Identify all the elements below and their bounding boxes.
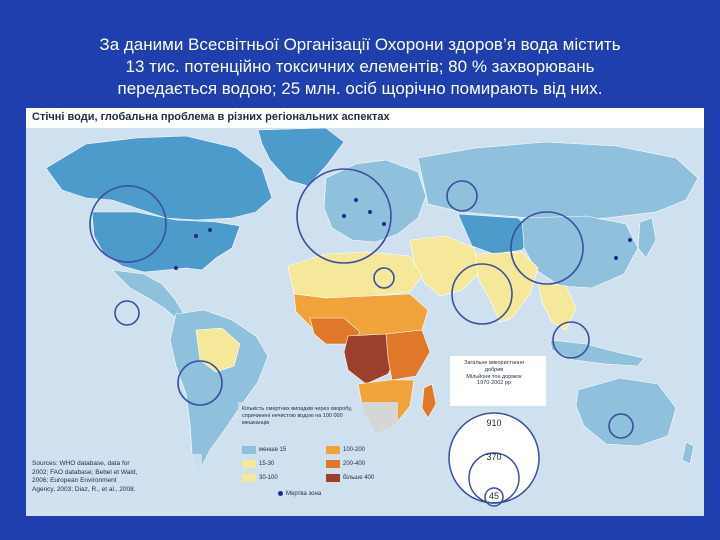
caption-line-1: За даними Всесвітньої Організації Охорон… xyxy=(99,35,621,54)
land-australia xyxy=(575,377,677,447)
legend-item: менше 15 xyxy=(242,446,286,455)
circle-legend-title-line: Загальне використання xyxy=(464,360,524,366)
legend-circle-45 xyxy=(484,487,504,507)
dead-zone-dot xyxy=(368,210,372,214)
dead-zone-dot xyxy=(342,214,346,218)
fertilizer-circle-russia xyxy=(446,180,478,212)
legend-item: 30-100 xyxy=(242,474,278,483)
circle-legend-title-line: Мільйони тон доріжок xyxy=(466,373,522,380)
legend-label: 100-200 xyxy=(343,447,366,453)
land-south-america-center xyxy=(195,327,241,373)
map-figure: Стічні води, глобальна проблема в різних… xyxy=(26,108,704,516)
fertilizer-circle-india xyxy=(451,263,513,325)
fertilizer-circles xyxy=(89,168,634,439)
land-russia xyxy=(417,141,699,221)
fertilizer-circle-australia xyxy=(608,413,634,439)
legend-title: Кількість смертних випадків через хвороб… xyxy=(242,406,353,426)
land-central-asia xyxy=(457,213,537,255)
land-south-america xyxy=(169,309,269,475)
legend-swatch xyxy=(242,460,256,468)
circle-legend-box xyxy=(450,356,546,406)
dead-zone-dot xyxy=(628,238,632,242)
dead-zone-dot xyxy=(614,256,618,260)
legend-item: 100-200 xyxy=(326,446,365,455)
sources-box xyxy=(26,454,202,516)
dead-zone-dot xyxy=(382,222,386,226)
circle-value-370: 370 xyxy=(486,452,502,462)
legend-label: більше 400 xyxy=(343,475,375,481)
legend-item: 15-30 xyxy=(242,460,274,469)
fertilizer-circle-central-america xyxy=(114,300,140,326)
legend-swatch xyxy=(326,446,340,454)
sources-line: Agency, 2003; Diaz, R., et al., 2008. xyxy=(32,485,136,493)
map-title: Стічні води, глобальна проблема в різних… xyxy=(32,111,390,123)
circle-legend xyxy=(448,356,546,507)
sources-line: 2006; European Environment xyxy=(32,477,117,484)
land-southeast-asia xyxy=(537,281,577,331)
legend-label: 15-30 xyxy=(259,461,275,467)
land-japan xyxy=(637,217,657,259)
circle-value-45: 45 xyxy=(488,491,499,501)
dead-zone-dot xyxy=(354,198,358,202)
dead-zone-icon xyxy=(278,490,283,496)
caption-line-3: передається водою; 25 млн. осіб щорічно … xyxy=(117,79,603,98)
legend-item-dead-zone: Мертва зона xyxy=(278,490,321,499)
dead-zone-dot xyxy=(208,228,212,232)
legend-swatch xyxy=(326,474,340,482)
dead-zone-dot xyxy=(194,234,198,238)
fertilizer-circle-southeast-asia xyxy=(552,321,590,359)
sources-line: Sources: WHO database, data for xyxy=(32,460,130,467)
fertilizer-circle-europe xyxy=(296,168,392,264)
slide-caption: За даними Всесвітньої Організації Охорон… xyxy=(20,34,700,100)
legend-item: більше 400 xyxy=(326,474,374,483)
world-map xyxy=(26,127,704,516)
circle-legend-title: Загальне використання добрив Мільйони то… xyxy=(452,360,536,387)
dead-zones xyxy=(174,198,632,270)
dead-zone-dot xyxy=(174,266,178,270)
land-china xyxy=(521,215,639,289)
legend-box xyxy=(238,402,398,510)
sources-note: Sources: WHO database, data for 2002; FA… xyxy=(32,460,197,494)
circle-legend-title-line: добрив xyxy=(484,366,504,373)
legend-swatch xyxy=(326,460,340,468)
fertilizer-circle-north-africa xyxy=(373,267,395,289)
legend-label: 200-400 xyxy=(343,461,366,467)
fertilizer-circle-china xyxy=(510,211,584,285)
land-new-zealand xyxy=(681,441,695,465)
legend-label: Мертва зона xyxy=(286,491,322,497)
legend-swatch xyxy=(242,474,256,482)
legend-label: менше 15 xyxy=(259,447,287,453)
legend-circle-370 xyxy=(468,452,520,504)
land-east-africa xyxy=(385,329,431,381)
land-europe xyxy=(323,159,427,243)
land-india xyxy=(475,251,539,323)
caption-line-2: 13 тис. потенційно токсичних елементів; … xyxy=(125,57,595,76)
fertilizer-circle-north-america xyxy=(89,185,167,263)
legend-swatch xyxy=(242,446,256,454)
land-madagascar xyxy=(421,383,437,419)
sources-line: 2002; FAO database; Bebel et Wald, xyxy=(32,468,138,476)
circle-legend-title-line: 1970-2002 рр xyxy=(477,380,511,387)
legend-items: менше 15 15-30 30-100 100-200 200-400 бі… xyxy=(242,446,402,506)
legend-label: 30-100 xyxy=(259,475,278,481)
fertilizer-circle-brazil xyxy=(177,360,223,406)
circle-value-910: 910 xyxy=(486,418,502,428)
legend-item: 200-400 xyxy=(326,460,365,469)
